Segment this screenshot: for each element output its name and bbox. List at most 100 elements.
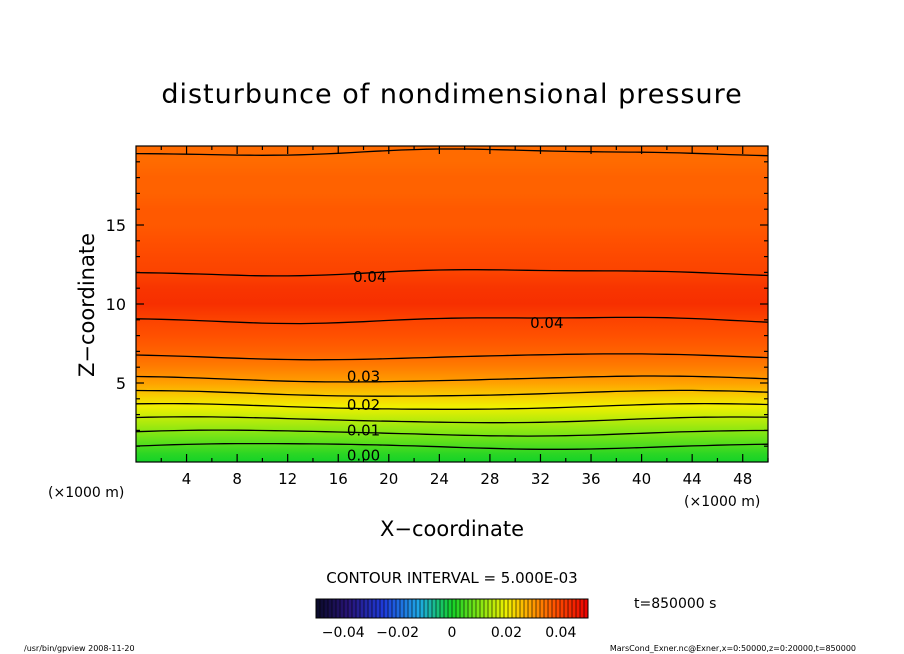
colorbar-segment [464, 599, 469, 618]
colorbar-segment [460, 599, 465, 618]
colorbar [315, 599, 589, 618]
colorbar-segment [448, 599, 453, 618]
colorbar-segment [320, 599, 325, 618]
colorbar-segment [376, 599, 381, 618]
colorbar-segment [492, 599, 497, 618]
colorbar-segment [584, 599, 589, 618]
colorbar-tick-label: 0.02 [491, 625, 522, 641]
x-tick-label: 12 [278, 470, 297, 488]
colorbar-segment [444, 599, 449, 618]
contour-labels: 0.04 0.04 0.03 0.02 0.01 0.00 [347, 268, 564, 465]
x-axis-unit-left: (×1000 m) [48, 485, 124, 501]
colorbar-segment [432, 599, 437, 618]
contour-line [136, 389, 768, 397]
colorbar-segment [428, 599, 433, 618]
colorbar-segment [372, 599, 377, 618]
colorbar-segment [388, 599, 393, 618]
colorbar-tick-label: −0.04 [322, 625, 365, 641]
colorbar-segment [544, 599, 549, 618]
colorbar-segment [400, 599, 405, 618]
x-tick-label: 4 [182, 470, 192, 488]
x-tick-label: 8 [232, 470, 242, 488]
colorbar-segment [500, 599, 505, 618]
x-tick-label: 48 [733, 470, 752, 488]
contour-label: 0.02 [347, 396, 380, 414]
colorbar-segment [356, 599, 361, 618]
y-axis-ticks: 5 10 15 [106, 161, 768, 447]
colorbar-segment [348, 599, 353, 618]
colorbar-segment [396, 599, 401, 618]
colorbar-tick-label: −0.02 [376, 625, 419, 641]
colorbar-segment [392, 599, 397, 618]
time-label: t=850000 s [634, 596, 716, 612]
colorbar-segment [504, 599, 509, 618]
contour-line [136, 316, 768, 325]
colorbar-segment [416, 599, 421, 618]
colorbar-tick-label: 0 [448, 625, 457, 641]
colorbar-segment [528, 599, 533, 618]
colorbar-segment [328, 599, 333, 618]
colorbar-segment [368, 599, 373, 618]
colorbar-segment [316, 599, 321, 618]
colorbar-segment [580, 599, 585, 618]
colorbar-segment [488, 599, 493, 618]
contour-fill [136, 146, 768, 462]
colorbar-segment [480, 599, 485, 618]
colorbar-segment [572, 599, 577, 618]
y-axis-label: Z−coordinate [75, 233, 99, 377]
colorbar-segment [520, 599, 525, 618]
y-tick-label: 10 [106, 295, 126, 314]
colorbar-segment [484, 599, 489, 618]
colorbar-segment [512, 599, 517, 618]
colorbar-segment [408, 599, 413, 618]
contour-label: 0.03 [347, 368, 380, 386]
contour-line [136, 402, 768, 410]
colorbar-segment [384, 599, 389, 618]
x-tick-label: 32 [531, 470, 550, 488]
plot-area: 0.04 0.04 0.03 0.02 0.01 0.00 [136, 146, 768, 465]
colorbar-segment [552, 599, 557, 618]
colorbar-segment [364, 599, 369, 618]
colorbar-segment [576, 599, 581, 618]
colorbar-segment [404, 599, 409, 618]
contour-label: 0.04 [530, 314, 563, 332]
x-tick-label: 40 [632, 470, 651, 488]
colorbar-segment [540, 599, 545, 618]
contour-line [136, 442, 768, 450]
x-tick-label: 20 [379, 470, 398, 488]
x-axis-ticks: 4 8 12 16 20 24 28 32 36 40 44 48 [160, 146, 769, 488]
colorbar-segment [516, 599, 521, 618]
footer-right: MarsCond_Exner.nc@Exner,x=0:50000,z=0:20… [610, 644, 856, 653]
colorbar-segment [472, 599, 477, 618]
contour-lines [136, 148, 768, 450]
colorbar-segment [452, 599, 457, 618]
colorbar-segment [332, 599, 337, 618]
colorbar-segment [352, 599, 357, 618]
x-tick-label: 16 [329, 470, 348, 488]
colorbar-segment [476, 599, 481, 618]
colorbar-segment [340, 599, 345, 618]
colorbar-segment [496, 599, 501, 618]
x-tick-label: 28 [480, 470, 499, 488]
colorbar-segment [324, 599, 329, 618]
colorbar-segment [440, 599, 445, 618]
y-tick-label: 5 [116, 374, 126, 393]
colorbar-segment [524, 599, 529, 618]
contour-line [136, 353, 768, 361]
colorbar-segment [536, 599, 541, 618]
contour-line [136, 429, 768, 437]
x-axis-label: X−coordinate [380, 517, 524, 541]
colorbar-segment [360, 599, 365, 618]
footer-left: /usr/bin/gpview 2008-11-20 [24, 644, 135, 653]
contour-label: 0.04 [353, 268, 386, 286]
contour-line [136, 375, 768, 383]
colorbar-segment [344, 599, 349, 618]
y-tick-label: 15 [106, 216, 126, 235]
contour-label: 0.01 [347, 421, 380, 439]
colorbar-segment [568, 599, 573, 618]
colorbar-segment [336, 599, 341, 618]
colorbar-segment [412, 599, 417, 618]
colorbar-frame [315, 598, 589, 619]
contour-label: 0.00 [347, 447, 380, 465]
